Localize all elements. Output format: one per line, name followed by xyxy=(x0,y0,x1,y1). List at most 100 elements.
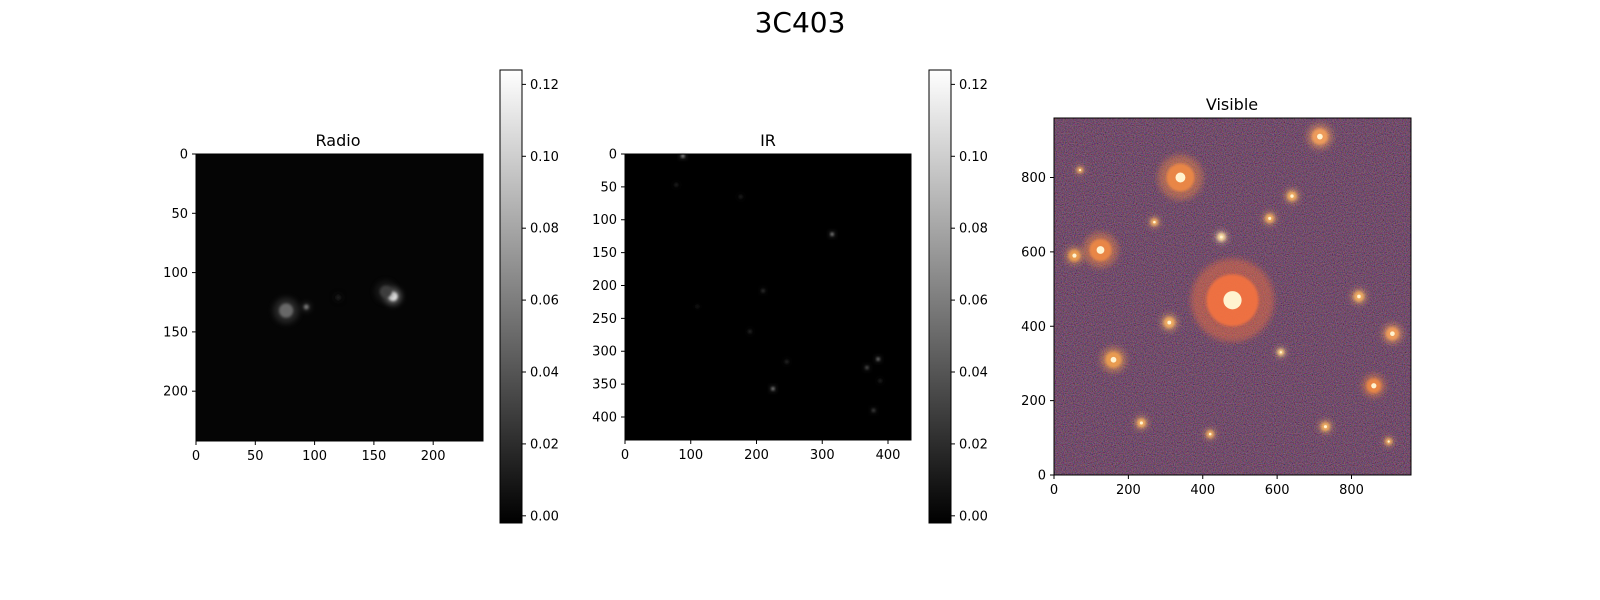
ir-source xyxy=(739,195,743,199)
radio-x-tick-label: 0 xyxy=(192,449,200,464)
ir-y-tick-label: 250 xyxy=(592,312,617,327)
ir-y-tick-label: 0 xyxy=(609,148,617,163)
ir-source xyxy=(785,360,789,364)
ir-colorbar-tick-label: 0.12 xyxy=(959,78,988,93)
ir-x-tick-label: 100 xyxy=(678,448,703,463)
visible-y-tick-label: 200 xyxy=(1021,394,1046,409)
ir-source xyxy=(695,305,699,309)
ir-colorbar-tick-label: 0.10 xyxy=(959,150,988,165)
ir-x-tick-label: 300 xyxy=(810,448,835,463)
radio-frame xyxy=(195,153,484,442)
radio-colorbar-tick-label: 0.02 xyxy=(530,437,559,452)
ir-source xyxy=(761,289,765,293)
visible-x-tick-label: 800 xyxy=(1339,483,1364,498)
radio-x-tick-label: 200 xyxy=(421,449,446,464)
radio-colorbar-gradient xyxy=(499,69,523,524)
ir-panel: IR 0 100 200 300 400 0 50 100 150 200 250 300 350 40… xyxy=(592,131,912,463)
visible-star-core xyxy=(1387,440,1390,443)
visible-star-core xyxy=(1323,425,1328,429)
ir-source xyxy=(771,387,775,391)
ir-x-tick-label: 0 xyxy=(621,448,629,463)
ir-colorbar: 0.00 0.02 0.04 0.06 0.08 0.10 0.12 xyxy=(928,69,988,524)
ir-source xyxy=(830,232,834,236)
ir-y-tick-label: 100 xyxy=(592,213,617,228)
visible-star-core xyxy=(1096,246,1105,254)
radio-source xyxy=(279,303,294,318)
visible-star-core xyxy=(1371,383,1377,389)
ir-source xyxy=(865,366,869,370)
visible-y-tick-label: 0 xyxy=(1038,469,1046,484)
ir-image xyxy=(625,154,911,440)
ir-colorbar-tick-label: 0.00 xyxy=(959,509,988,524)
visible-stars xyxy=(1064,123,1404,447)
visible-frame xyxy=(1053,117,1412,476)
ir-source xyxy=(876,357,880,361)
radio-source xyxy=(379,285,392,298)
radio-x-axis: 0 50 100 150 200 xyxy=(192,441,446,464)
radio-source xyxy=(303,304,309,310)
visible-star-core xyxy=(1139,421,1143,425)
radio-x-tick-label: 150 xyxy=(361,449,386,464)
radio-colorbar: 0.00 0.02 0.04 0.06 0.08 0.10 0.12 xyxy=(499,69,559,524)
ir-colorbar-tick-label: 0.06 xyxy=(959,294,988,309)
visible-star-core xyxy=(1290,194,1294,198)
radio-title: Radio xyxy=(316,131,361,150)
ir-source xyxy=(748,330,752,334)
radio-colorbar-tick-label: 0.10 xyxy=(530,150,559,165)
visible-star-core xyxy=(1167,320,1172,325)
ir-y-tick-label: 150 xyxy=(592,246,617,261)
visible-x-tick-label: 200 xyxy=(1116,483,1141,498)
visible-star-core xyxy=(1208,432,1212,436)
radio-y-tick-label: 100 xyxy=(163,266,188,281)
ir-colorbar-tick-label: 0.02 xyxy=(959,437,988,452)
visible-x-tick-label: 0 xyxy=(1050,483,1058,498)
ir-x-axis: 0 100 200 300 400 xyxy=(621,440,901,463)
visible-star-core xyxy=(1268,216,1272,220)
visible-star-core xyxy=(1390,331,1395,337)
ir-colorbar-tick-label: 0.08 xyxy=(959,222,988,237)
ir-sources xyxy=(673,153,883,414)
visible-y-tick-label: 400 xyxy=(1021,320,1046,335)
visible-star-core xyxy=(1357,294,1361,299)
ir-y-tick-label: 50 xyxy=(600,180,617,195)
radio-y-tick-label: 0 xyxy=(180,148,188,163)
radio-colorbar-tick-label: 0.06 xyxy=(530,294,559,309)
visible-star-core xyxy=(1223,291,1242,310)
radio-colorbar-ticks: 0.00 0.02 0.04 0.06 0.08 0.10 0.12 xyxy=(522,78,559,524)
ir-y-tick-label: 200 xyxy=(592,279,617,294)
ir-colorbar-gradient xyxy=(928,69,952,524)
ir-colorbar-tick-label: 0.04 xyxy=(959,366,988,381)
radio-colorbar-tick-label: 0.12 xyxy=(530,78,559,93)
ir-frame xyxy=(624,153,912,441)
visible-star-core xyxy=(1279,351,1283,354)
radio-panel: Radio 0 50 100 150 200 0 50 100 150 200 xyxy=(163,131,484,464)
radio-x-tick-label: 50 xyxy=(247,449,264,464)
radio-y-axis: 0 50 100 150 200 xyxy=(163,148,196,400)
visible-y-tick-label: 800 xyxy=(1021,171,1046,186)
ir-y-tick-label: 400 xyxy=(592,410,617,425)
ir-colorbar-ticks: 0.00 0.02 0.04 0.06 0.08 0.10 0.12 xyxy=(951,78,988,524)
ir-x-tick-label: 400 xyxy=(876,448,901,463)
radio-source xyxy=(335,295,341,300)
radio-x-tick-label: 100 xyxy=(302,449,327,464)
ir-source xyxy=(872,408,876,412)
visible-star-core xyxy=(1078,169,1082,172)
ir-y-tick-label: 300 xyxy=(592,345,617,360)
radio-y-tick-label: 50 xyxy=(171,207,188,222)
visible-star-core xyxy=(1110,356,1117,363)
ir-y-tick-label: 350 xyxy=(592,378,617,393)
visible-star-core xyxy=(1317,133,1323,140)
radio-sources xyxy=(273,280,402,324)
visible-y-tick-label: 600 xyxy=(1021,245,1046,260)
ir-source xyxy=(878,379,882,383)
visible-star-core xyxy=(1153,220,1156,224)
visible-x-axis: 0 200 400 600 800 xyxy=(1050,475,1364,498)
visible-star-core xyxy=(1072,253,1077,258)
ir-y-axis: 0 50 100 150 200 250 300 350 400 xyxy=(592,148,625,425)
radio-colorbar-tick-label: 0.08 xyxy=(530,222,559,237)
visible-title: Visible xyxy=(1206,95,1258,114)
ir-title: IR xyxy=(760,131,776,150)
figure-title: 3C403 xyxy=(754,6,846,39)
visible-star-core xyxy=(1175,172,1186,183)
